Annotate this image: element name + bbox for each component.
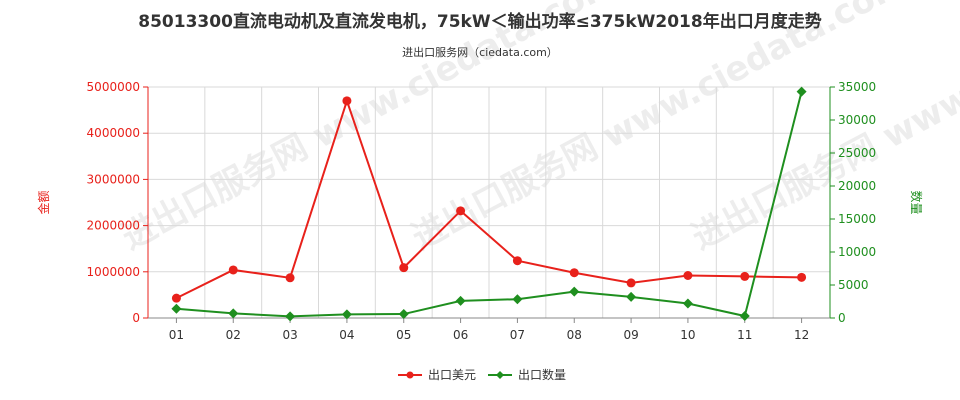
data-point[interactable]: [512, 294, 523, 305]
x-tick-label: 12: [794, 328, 809, 342]
data-point[interactable]: [285, 311, 296, 322]
x-tick-label: 07: [510, 328, 525, 342]
y-left-tick-label: 5000000: [87, 80, 140, 94]
series-line: [176, 91, 803, 318]
y-left-tick-label: 2000000: [87, 219, 140, 233]
y-right-tick-label: 35000: [838, 80, 876, 94]
y-right-tick-label: 30000: [838, 113, 876, 127]
chart-subtitle: 进出口服务网（ciedata.com）: [402, 45, 558, 59]
data-point[interactable]: [228, 308, 239, 319]
y-left-tick-label: 1000000: [87, 265, 140, 279]
legend-marker: [496, 371, 504, 379]
y-right-tick-label: 10000: [838, 245, 876, 259]
x-tick-label: 09: [623, 328, 638, 342]
y-right-tick-label: 20000: [838, 179, 876, 193]
y-right-tick-label: 5000: [838, 278, 869, 292]
y-right-axis-title: 数量: [909, 190, 924, 214]
data-point[interactable]: [399, 263, 409, 273]
x-tick-label: 11: [737, 328, 752, 342]
data-point[interactable]: [398, 309, 409, 320]
y-left-tick-label: 4000000: [87, 126, 140, 140]
data-point[interactable]: [512, 256, 522, 266]
plot-area: [171, 86, 807, 322]
data-point[interactable]: [739, 311, 750, 322]
axes: 0100000020000003000000400000050000000500…: [36, 80, 924, 342]
y-left-axis-title: 金额: [36, 190, 51, 214]
data-point[interactable]: [171, 303, 182, 314]
x-tick-label: 05: [396, 328, 411, 342]
data-point[interactable]: [285, 273, 295, 283]
legend[interactable]: 出口美元 出口数量: [398, 367, 566, 382]
data-point[interactable]: [797, 272, 807, 282]
watermark-text: 进出口服务网 www.ciedata.com: [115, 0, 623, 258]
y-right-tick-label: 0: [838, 311, 846, 325]
x-tick-label: 01: [169, 328, 184, 342]
x-tick-label: 08: [567, 328, 582, 342]
data-point[interactable]: [626, 291, 637, 302]
x-tick-label: 06: [453, 328, 468, 342]
data-point[interactable]: [796, 86, 807, 97]
x-tick-label: 04: [339, 328, 354, 342]
legend-label[interactable]: 出口数量: [518, 367, 566, 382]
data-point[interactable]: [228, 265, 238, 275]
data-point[interactable]: [740, 271, 750, 281]
data-point[interactable]: [569, 286, 580, 297]
legend-marker: [406, 371, 414, 379]
legend-label[interactable]: 出口美元: [428, 368, 476, 382]
y-left-tick-label: 3000000: [87, 172, 140, 186]
data-point[interactable]: [626, 278, 636, 288]
x-tick-label: 03: [282, 328, 297, 342]
y-right-tick-label: 25000: [838, 146, 876, 160]
data-point[interactable]: [342, 96, 352, 106]
x-tick-label: 02: [226, 328, 241, 342]
x-tick-label: 10: [680, 328, 695, 342]
series-line: [175, 97, 802, 300]
data-point[interactable]: [682, 298, 693, 309]
data-point[interactable]: [455, 295, 466, 306]
y-left-tick-label: 0: [132, 311, 140, 325]
chart-title: 85013300直流电动机及直流发电机，75kW＜输出功率≤375kW2018年…: [138, 11, 821, 32]
data-point[interactable]: [456, 206, 466, 216]
data-point[interactable]: [683, 270, 693, 280]
data-point[interactable]: [171, 293, 181, 303]
y-right-tick-label: 15000: [838, 212, 876, 226]
data-point[interactable]: [341, 309, 352, 320]
data-point[interactable]: [569, 268, 579, 278]
